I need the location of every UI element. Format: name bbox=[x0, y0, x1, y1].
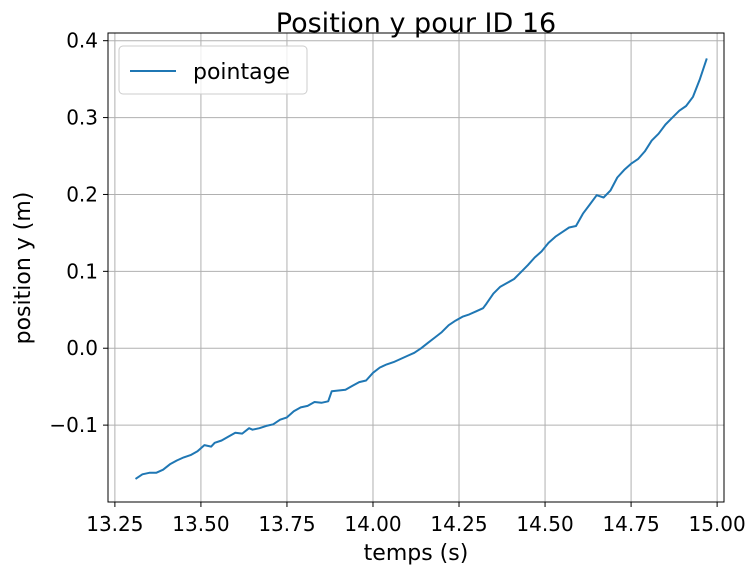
chart-title: Position y pour ID 16 bbox=[276, 8, 556, 39]
x-tick-label: 14.50 bbox=[516, 512, 573, 536]
series-line-pointage bbox=[134, 58, 708, 480]
legend: pointage bbox=[118, 45, 308, 95]
y-axis-label: position y (m) bbox=[11, 192, 36, 345]
legend-box bbox=[118, 45, 308, 95]
x-tick-label: 14.25 bbox=[430, 512, 487, 536]
legend-label-pointage: pointage bbox=[193, 60, 290, 85]
plot-area bbox=[134, 58, 708, 480]
x-axis-label: temps (s) bbox=[364, 541, 469, 566]
x-tick-label: 13.75 bbox=[258, 512, 315, 536]
x-tick-label: 14.00 bbox=[344, 512, 401, 536]
x-tick-label: 14.75 bbox=[602, 512, 659, 536]
grid bbox=[108, 33, 724, 502]
y-tick-label: 0.3 bbox=[66, 106, 98, 130]
x-tick-label: 13.50 bbox=[172, 512, 229, 536]
x-axis-ticks: 13.25 13.50 13.75 14.00 14.25 14.50 14.75 15.00 bbox=[86, 502, 746, 536]
y-tick-label: 0.2 bbox=[66, 182, 98, 206]
y-tick-label: 0.4 bbox=[66, 29, 98, 53]
y-axis-ticks: −0.1 0.0 0.1 0.2 0.3 0.4 bbox=[49, 29, 108, 437]
y-tick-label: −0.1 bbox=[49, 413, 98, 437]
plot-frame bbox=[107, 32, 725, 503]
x-tick-label: 13.25 bbox=[86, 512, 143, 536]
y-tick-label: 0.1 bbox=[66, 259, 98, 283]
y-tick-label: 0.0 bbox=[66, 336, 98, 360]
x-tick-label: 15.00 bbox=[688, 512, 745, 536]
